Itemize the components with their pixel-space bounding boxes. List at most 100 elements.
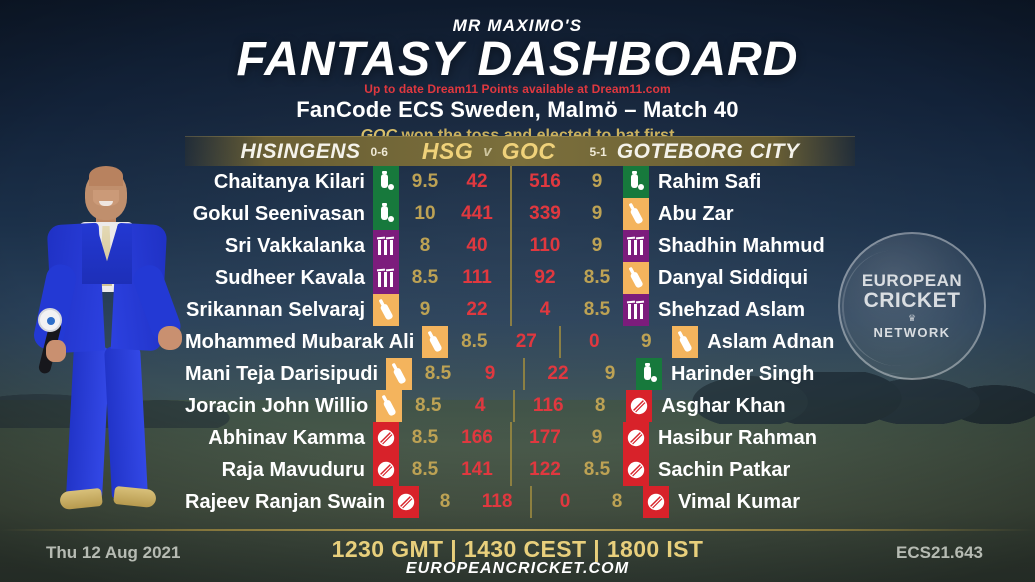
cricket-ball-icon bbox=[377, 429, 395, 447]
column-divider bbox=[503, 454, 519, 486]
logo-line-european: EUROPEAN bbox=[861, 270, 963, 290]
left-role-badge-ar bbox=[386, 358, 412, 390]
table-row[interactable]: Rajeev Ranjan Swain 8 118 0 8 Vimal Kumar bbox=[185, 486, 855, 518]
right-player-name: Abu Zar bbox=[658, 202, 734, 225]
left-role-cell bbox=[373, 230, 399, 262]
right-role-cell bbox=[623, 230, 649, 262]
left-credits: 9.5 bbox=[411, 171, 439, 192]
left-player-name: Sudheer Kavala bbox=[214, 266, 365, 289]
right-player-name: Shehzad Aslam bbox=[658, 298, 806, 321]
microphone-head-icon bbox=[38, 308, 62, 332]
left-points: 22 bbox=[466, 299, 488, 320]
presenter-head bbox=[85, 166, 127, 220]
cricket-bat-icon bbox=[678, 331, 692, 352]
column-divider bbox=[503, 262, 519, 294]
table-row[interactable]: Gokul Seenivasan 10 441 339 9 Abu Zar bbox=[185, 198, 855, 230]
right-role-cell bbox=[623, 166, 649, 198]
cricket-bat-icon bbox=[379, 299, 393, 320]
away-team-record: 5-1 bbox=[589, 144, 607, 159]
column-divider bbox=[503, 230, 519, 262]
home-team-record: 0-6 bbox=[370, 144, 388, 159]
table-row[interactable]: Sudheer Kavala 8.5 111 92 8.5 Danyal Siddiqui bbox=[185, 262, 855, 294]
left-points: 441 bbox=[461, 203, 493, 224]
left-credits: 8.5 bbox=[411, 427, 439, 448]
left-role-badge-bowl bbox=[393, 486, 420, 518]
bat-and-ball-icon bbox=[381, 171, 394, 190]
table-row[interactable]: Abhinav Kamma 8.5 166 177 9 Hasibur Rahman bbox=[185, 422, 855, 454]
bat-and-ball-icon bbox=[381, 203, 394, 222]
table-row[interactable]: Sri Vakkalanka 8 40 110 9 Shadhin Mahmud bbox=[185, 230, 855, 262]
presenter-figure bbox=[22, 166, 190, 542]
cricket-bat-icon bbox=[428, 331, 442, 352]
bat-and-ball-icon bbox=[631, 171, 644, 190]
background-field bbox=[0, 400, 1035, 582]
left-player-name: Mohammed Mubarak Ali bbox=[185, 330, 415, 353]
right-credits: 9 bbox=[591, 203, 603, 224]
left-credits: 8.5 bbox=[411, 459, 439, 480]
table-row[interactable]: Srikannan Selvaraj 9 22 4 8.5 Shehzad Aslam bbox=[185, 294, 855, 326]
left-points: 42 bbox=[466, 171, 488, 192]
left-role-badge-bat bbox=[373, 198, 399, 230]
left-points: 118 bbox=[481, 491, 513, 512]
table-row[interactable]: Mani Teja Darisipudi 8.5 9 22 9 Harinder Sing… bbox=[185, 358, 855, 390]
column-divider bbox=[503, 294, 519, 326]
right-role-badge-bowl bbox=[623, 454, 649, 486]
page-title: FANTASY DASHBOARD bbox=[236, 33, 799, 86]
left-player-name: Sri Vakkalanka bbox=[224, 234, 365, 257]
left-role-badge-ar bbox=[376, 390, 403, 422]
table-row[interactable]: Joracin John Willio 8.5 4 116 8 Asghar Khan bbox=[185, 390, 855, 422]
right-role-badge-bowl bbox=[643, 486, 670, 518]
left-credits: 10 bbox=[414, 203, 436, 224]
footer-website: EUROPEANCRICKET.COM bbox=[405, 560, 630, 577]
right-credits: 9 bbox=[591, 427, 603, 448]
right-role-cell bbox=[636, 358, 662, 390]
left-role-cell bbox=[386, 358, 412, 390]
table-row[interactable]: Raja Mavuduru 8.5 141 122 8.5 Sachin Patkar bbox=[185, 454, 855, 486]
left-points: 9 bbox=[484, 363, 496, 384]
teams-banner: HISINGENS 0-6 HSG v GOC 5-1 GOTEBORG CIT… bbox=[185, 136, 855, 166]
right-role-cell bbox=[672, 326, 699, 358]
home-team-name: HISINGENS bbox=[240, 139, 361, 163]
presenter-shoe-right bbox=[113, 485, 157, 509]
left-role-badge-wk bbox=[373, 230, 399, 262]
cricket-ball-icon bbox=[627, 429, 645, 447]
left-credits: 8.5 bbox=[414, 395, 442, 416]
presenter-shoe-left bbox=[59, 487, 103, 511]
left-role-cell bbox=[373, 422, 399, 454]
right-credits: 9 bbox=[591, 171, 603, 192]
wicket-stumps-icon bbox=[626, 236, 645, 255]
table-row[interactable]: Chaitanya Kilari 9.5 42 516 9 Rahim Safi bbox=[185, 166, 855, 198]
left-points: 4 bbox=[474, 395, 486, 416]
right-credits: 8.5 bbox=[583, 459, 611, 480]
bat-and-ball-icon bbox=[644, 363, 657, 382]
wicket-stumps-icon bbox=[376, 236, 395, 255]
presenter-hand-left bbox=[46, 340, 66, 362]
right-credits: 8.5 bbox=[583, 267, 611, 288]
versus-label: v bbox=[483, 143, 492, 160]
left-points: 27 bbox=[515, 331, 537, 352]
right-role-badge-bat bbox=[636, 358, 662, 390]
right-points: 22 bbox=[547, 363, 569, 384]
right-points: 339 bbox=[529, 203, 561, 224]
left-role-badge-ar bbox=[422, 326, 449, 358]
footer-times: 1230 GMT | 1430 CEST | 1800 IST bbox=[331, 536, 704, 562]
table-row[interactable]: Mohammed Mubarak Ali 8.5 27 0 9 Aslam Adnan bbox=[185, 326, 855, 358]
right-player-name: Asghar Khan bbox=[661, 394, 786, 417]
right-player-name: Hasibur Rahman bbox=[658, 426, 817, 449]
cricket-bat-icon bbox=[382, 395, 396, 416]
column-divider bbox=[552, 326, 568, 358]
right-player-name: Aslam Adnan bbox=[707, 330, 835, 353]
right-role-cell bbox=[626, 390, 653, 422]
left-player-name: Raja Mavuduru bbox=[221, 458, 365, 481]
cricket-ball-icon bbox=[647, 493, 665, 511]
right-points: 0 bbox=[559, 491, 571, 512]
left-role-cell bbox=[373, 198, 399, 230]
right-role-badge-ar bbox=[672, 326, 699, 358]
left-player-name: Abhinav Kamma bbox=[208, 426, 365, 449]
header-supertitle: MR MAXIMO'S bbox=[452, 16, 583, 35]
right-points: 516 bbox=[529, 171, 561, 192]
dream11-note: Up to date Dream11 Points available at D… bbox=[364, 81, 671, 96]
left-player-name: Gokul Seenivasan bbox=[192, 202, 365, 225]
right-player-name: Sachin Patkar bbox=[658, 458, 791, 481]
